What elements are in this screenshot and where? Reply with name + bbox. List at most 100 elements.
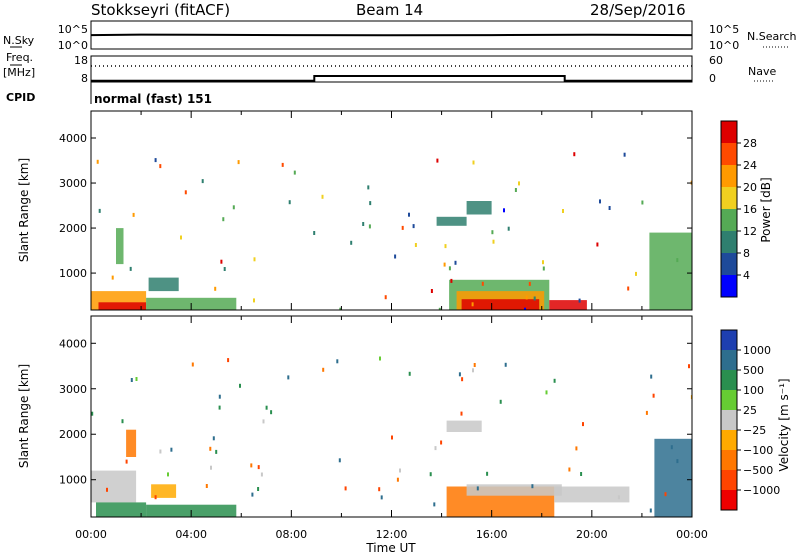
scatter-region-2 — [98, 302, 147, 310]
scatter-speckle — [438, 307, 441, 310]
frequency-series-line — [91, 75, 692, 82]
scatter-speckle — [130, 378, 133, 382]
time-tick-label: 00:00 — [676, 528, 708, 541]
scatter-speckle — [253, 257, 256, 262]
scatter-speckle — [265, 405, 268, 410]
scatter-speckle — [518, 181, 520, 186]
scatter-speckle — [568, 467, 571, 472]
scatter-speckle — [542, 260, 544, 265]
range-tick-label: 4000 — [59, 337, 87, 350]
scatter-speckle — [553, 378, 556, 383]
colorbar-cell — [721, 490, 737, 511]
scatter-speckle — [209, 446, 212, 451]
scatter-speckle — [573, 152, 576, 157]
scatter-speckle — [450, 278, 453, 283]
scatter-speckle — [257, 487, 260, 491]
scatter-speckle — [414, 243, 417, 247]
scatter-speckle — [362, 222, 365, 226]
freq-series — [91, 75, 692, 82]
colorbar-tick-label: 16 — [743, 203, 757, 216]
scatter-speckle — [293, 170, 296, 175]
scatter-speckle — [250, 463, 253, 468]
power-panel: 4000 3000 2000 1000 Slant Range [km] — [17, 110, 693, 311]
range-tick-label: 3000 — [59, 383, 87, 396]
scatter-speckle — [368, 224, 371, 229]
scatter-speckle — [434, 446, 437, 451]
scatter-speckle — [525, 295, 528, 300]
scatter-speckle — [617, 495, 620, 500]
scatter-speckle — [287, 375, 290, 380]
time-tick-label: 16:00 — [476, 528, 508, 541]
nsky-series — [90, 33, 693, 37]
colorbar-cell — [721, 143, 737, 166]
scatter-speckle — [492, 239, 495, 244]
velocity-colorbar: 1000 500 100 25 −25 −100 −500 −1000 — [720, 329, 780, 511]
scatter-region-5 — [148, 277, 179, 292]
scatter-speckle — [394, 254, 397, 259]
time-tick-label: 20:00 — [576, 528, 608, 541]
freq-tick-left-top: 18 — [74, 54, 88, 67]
scatter-speckle — [688, 364, 690, 369]
scatter-speckle — [191, 362, 194, 367]
scatter-speckle — [379, 356, 381, 361]
freq-label-line2: [MHz] — [3, 66, 35, 79]
scatter-speckle — [369, 201, 372, 206]
scatter-speckle — [237, 160, 240, 165]
scatter-speckle — [350, 240, 353, 245]
scatter-speckle — [391, 435, 393, 440]
velocity-axes: 4000 3000 2000 1000 — [59, 316, 693, 517]
nsky-label: N.Sky — [3, 34, 35, 47]
scatter-speckle — [599, 199, 601, 204]
scatter-speckle — [436, 158, 439, 163]
scatter-speckle — [528, 281, 531, 286]
scatter-speckle — [336, 359, 339, 364]
scatter-speckle — [650, 374, 653, 379]
frequency-panel-frame — [90, 55, 693, 83]
scatter-speckle — [212, 436, 215, 441]
scatter-speckle — [458, 372, 461, 377]
scatter-speckle — [260, 472, 263, 477]
scatter-speckle — [210, 465, 212, 470]
colorbar-cell — [721, 165, 737, 188]
power-colorbar: 28 24 20 16 12 8 4 — [720, 120, 757, 298]
scatter-speckle — [232, 205, 235, 210]
velocity-data — [91, 356, 692, 517]
scatter-speckle — [184, 190, 187, 195]
velocity-scale-label: Velocity [m s⁻¹] — [777, 378, 791, 471]
scatter-speckle — [664, 492, 667, 497]
scatter-speckle — [575, 446, 578, 451]
scatter-speckle — [135, 377, 138, 381]
colorbar-tick-label: 25 — [743, 404, 757, 417]
power-range-axis-label: Slant Range [km] — [17, 158, 31, 262]
velocity-panel: 4000 3000 2000 1000 Slant Range [km] — [17, 315, 693, 518]
scatter-speckle — [159, 164, 162, 169]
scatter-speckle — [473, 363, 476, 367]
scatter-region-1 — [91, 470, 137, 503]
colorbar-cell — [721, 330, 737, 351]
scatter-speckle — [503, 208, 505, 213]
frequency-panel: Freq. [MHz] 18 8 60 0 Nave CPID normal (… — [3, 51, 776, 106]
time-tick-label: 12:00 — [376, 528, 408, 541]
scatter-speckle — [218, 405, 221, 410]
scatter-speckle — [448, 266, 451, 271]
scatter-speckle — [440, 440, 443, 445]
scatter-speckle — [582, 422, 584, 427]
scatter-speckle — [154, 158, 157, 163]
scatter-speckle — [690, 395, 692, 400]
colorbar-cell — [721, 253, 737, 276]
colorbar-tick-label: −25 — [743, 424, 766, 437]
scatter-speckle — [170, 447, 173, 452]
scatter-speckle — [262, 419, 265, 424]
scatter-speckle — [223, 267, 226, 271]
scatter-speckle — [433, 502, 436, 507]
colorbar-cell — [721, 370, 737, 391]
scatter-speckle — [399, 468, 401, 473]
cpid-text: normal (fast) 151 — [94, 92, 212, 106]
scatter-speckle — [443, 262, 446, 267]
scatter-region-6 — [446, 420, 482, 432]
scatter-speckle — [253, 298, 255, 303]
noise-panel: N.Sky N.Search 10^5 10^0 10^5 10^0 — [3, 20, 797, 52]
scatter-speckle — [524, 307, 526, 310]
scatter-speckle — [542, 266, 545, 271]
scatter-region-3 — [126, 429, 137, 457]
